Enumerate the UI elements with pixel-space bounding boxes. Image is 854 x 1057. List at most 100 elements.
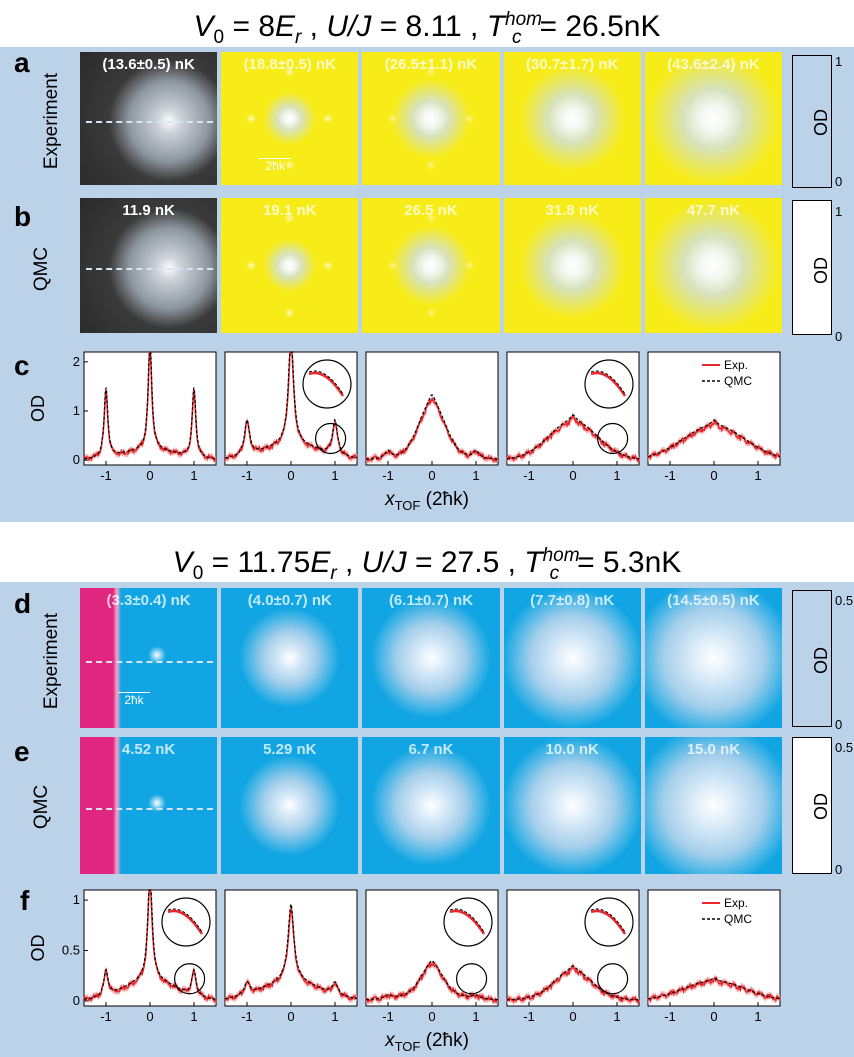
svg-f-zoom-inset-qmc-1 [167, 908, 203, 933]
row-a-image-5: (43.6±2.4) nK [644, 52, 782, 185]
panel-e-label: e [14, 736, 30, 767]
row-b-temperature-3: 26.5 nK [404, 202, 458, 219]
row-b-temperature-5: 47.7 nK [686, 202, 741, 219]
row-a-image-4: (30.7±1.7) nK [503, 52, 641, 185]
panel-d-images: (3.3±0.4) nK 2ħk (4.0±0.7) nK (6.1±0.7) nK (… [80, 588, 786, 728]
svg-f-zoom-marker-3 [456, 963, 488, 995]
panel-e-images: 4.52 nK 5.29 nK 6.7 nK 10.0 nK 15.0 nK [80, 737, 786, 874]
row-e-temperature-5: 15.0 nK [686, 741, 741, 758]
svg-f-xtick-label-4-0: -1 [523, 1009, 535, 1024]
svg-f-xtick-label-4-2: 1 [613, 1009, 620, 1024]
svg-c-xtick-label-4-1: 0 [569, 468, 576, 483]
row-b-image-1: 11.9 nK [80, 198, 218, 333]
svg-f-legend-qmc-label: QMC [724, 912, 752, 926]
row-a-image-2: (18.8±0.5) nK 2ħk [221, 52, 359, 185]
panel-d-cbar-max: 0.5 [835, 593, 854, 608]
svg-c-xtick-label-5-0: -1 [664, 468, 676, 483]
row-a-temperature-2: (18.8±0.5) nK [243, 56, 336, 73]
svg-f-qmc-line-1 [83, 889, 217, 1000]
svg-f-xtick-label-5-2: 1 [754, 1009, 761, 1024]
svg-f-xtick-label-4-1: 0 [569, 1009, 576, 1024]
svg-f-zoom-inset-4 [584, 897, 634, 947]
panel-a-images: (13.6±0.5) nK (18.8±0.5) nK 2ħk (26.5±1.1) … [80, 52, 786, 185]
svg-c-ytick-label-1: 1 [73, 403, 80, 418]
panel-a-colorbar [792, 55, 832, 188]
panel-a-cbar-max: 1 [835, 54, 843, 69]
svg-f-xtick-label-1-0: -1 [100, 1009, 112, 1024]
svg-c-xtick-label-5-1: 0 [710, 468, 717, 483]
row-d-temperature-5: (14.5±0.5) nK [667, 592, 760, 609]
svg-c-subplot-3: -1 0 1 [365, 351, 499, 483]
svg-f-ytick-label-0: 0 [73, 993, 80, 1008]
svg-f-exp-line-2 [224, 907, 358, 1002]
row-a-temperature-5: (43.6±2.4) nK [667, 56, 760, 73]
panel-b-cbar-label: OD [811, 257, 831, 284]
svg-f-exp-line-3 [365, 961, 499, 1004]
svg-c-qmc-line-5 [647, 419, 781, 458]
svg-f-subplot-5: -1 0 1 Exp. QMC [647, 889, 781, 1024]
panel-f-profiles: -1 0 1 0 0.5 1 -1 0 1 -1 0 1 -1 0 1 -1 0 1 Exp. QMC OD xTOF (… [28, 889, 781, 1054]
svg-f-zoom-inset-qmc-4 [590, 908, 626, 933]
panel-b-cbar-max: 1 [835, 204, 843, 219]
svg-c-subplot-5: -1 0 1 Exp. QMC [647, 351, 781, 483]
svg-c-axes-3 [365, 351, 499, 466]
svg-f-subplot-4: -1 0 1 [506, 889, 640, 1024]
svg-c-zoom-marker-4 [596, 422, 629, 455]
top-title: V0 = 8Er , U/J = 8.11 , Thomc = 26.5nK [193, 9, 661, 48]
svg-c-xtick-label-1-0: -1 [100, 468, 112, 483]
panel-e-cbar-max: 0.5 [835, 740, 854, 755]
row-b-image-5: 47.7 nK [644, 198, 782, 333]
svg-c-xtick-label-1-1: 0 [146, 468, 153, 483]
svg-c-qmc-line-4 [506, 414, 640, 460]
svg-f-zoom-inset-1 [161, 897, 211, 947]
row-d-image-5: (14.5±0.5) nK [644, 588, 782, 728]
svg-c-subplot-1: -1 0 1 0 1 2 [73, 351, 217, 483]
svg-c-qmc-line-3 [366, 394, 498, 460]
svg-c-ytick-label-2: 2 [73, 354, 80, 369]
row-b-image-3: 26.5 nK [362, 198, 500, 333]
svg-c-zoom-inset-exp-2 [308, 371, 345, 397]
svg-c-exp-line-3 [365, 397, 499, 464]
svg-c-zoom-inset-qmc-4 [590, 370, 626, 395]
row-b-temperature-1: 11.9 nK [122, 202, 175, 219]
svg-f-zoom-inset-qmc-3 [449, 908, 485, 933]
panel-d-label: d [14, 588, 32, 619]
row-e-image-4: 10.0 nK [503, 737, 641, 874]
svg-f-qmc-line-5 [647, 977, 781, 1000]
svg-f-ytick-label-1: 0.5 [62, 943, 80, 958]
row-d-image-2: (4.0±0.7) nK [221, 588, 359, 728]
svg-f-subplot-2: -1 0 1 [224, 889, 358, 1024]
row-a-profile-cut-line [86, 121, 214, 124]
svg-f-xtick-label-2-2: 1 [331, 1009, 338, 1024]
svg-c-legend-exp-label: Exp. [724, 358, 748, 372]
panel-a-cbar-min: 0 [835, 174, 843, 189]
svg-f-zoom-marker-1 [174, 963, 206, 995]
svg-c-xtick-label-4-0: -1 [523, 468, 535, 483]
svg-c-zoom-marker-2 [315, 422, 347, 455]
svg-c-zoom-inset-4 [584, 359, 634, 409]
svg-c-zoom-inset-qmc-2 [308, 370, 344, 395]
svg-c-xtick-label-3-0: -1 [382, 468, 394, 483]
row-b-image-2: 19.1 nK [221, 198, 359, 333]
svg-f-exp-band-1 [84, 890, 216, 1005]
svg-c-legend-qmc-label: QMC [724, 374, 752, 388]
svg-f-xtick-label-2-0: -1 [241, 1009, 253, 1024]
row-a-image-3: (26.5±1.1) nK [362, 52, 500, 185]
svg-f-zoom-inset-3 [443, 897, 493, 947]
svg-c-xtick-label-2-2: 1 [331, 468, 338, 483]
row-e-temperature-1: 4.52 nK [121, 741, 176, 758]
svg-c-qmc-line-1 [83, 351, 217, 460]
row-e-image-2: 5.29 nK [221, 737, 359, 874]
panel-d-cbar-min: 0 [835, 717, 843, 732]
row-e-temperature-2: 5.29 nK [263, 741, 317, 758]
row-d-temperature-4: (7.7±0.8) nK [530, 592, 615, 609]
svg-c-ytick-label-0: 0 [73, 452, 80, 467]
svg-f-qmc-line-2 [224, 901, 358, 1000]
panel-e-colorbar [792, 737, 832, 874]
row-d-image-1: (3.3±0.4) nK 2ħk [80, 588, 218, 728]
svg-f-qmc-line-3 [365, 960, 499, 1001]
row-a-temperature-1: (13.6±0.5) nK [102, 56, 195, 73]
row-d-bec-peak [147, 646, 166, 665]
svg-f-qmc-line-4 [506, 965, 640, 1001]
svg-f-axes-5 [647, 889, 781, 1007]
